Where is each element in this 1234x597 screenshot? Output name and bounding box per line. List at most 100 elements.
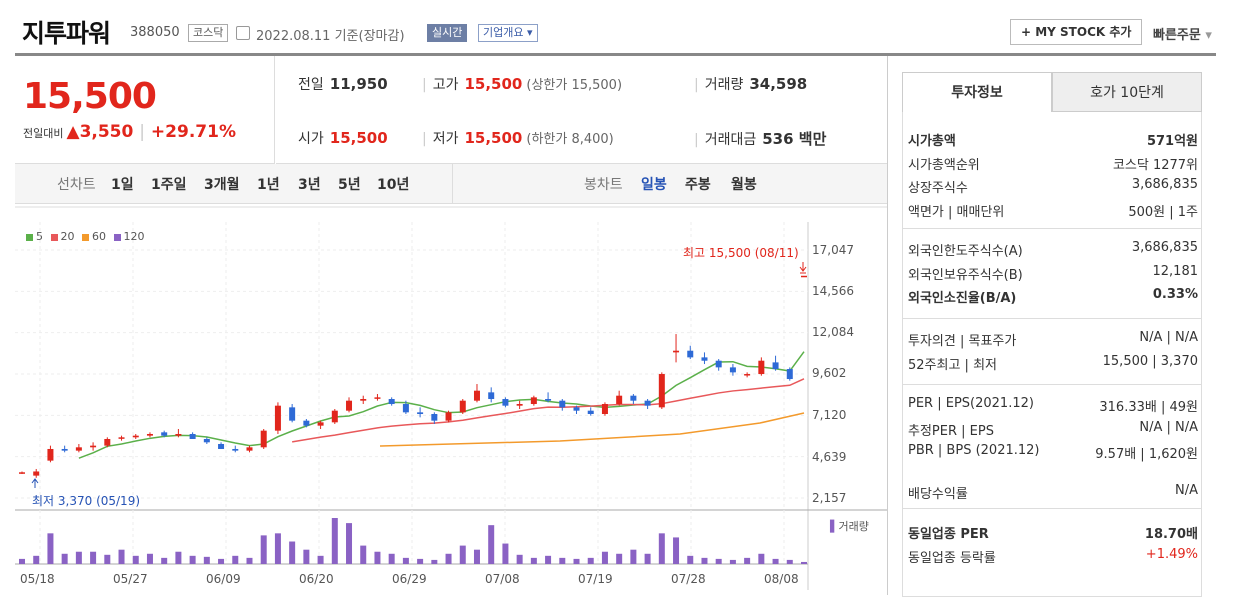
- candle-body: [473, 390, 480, 401]
- candle-body: [729, 367, 736, 373]
- overview-dropdown[interactable]: 기업개요 ▾: [478, 24, 538, 42]
- volume-bar: [445, 553, 452, 564]
- volume-bar: [146, 553, 153, 564]
- period-1y[interactable]: 1년: [257, 177, 280, 193]
- volume-bar: [303, 549, 310, 564]
- volume-bar: [274, 533, 281, 564]
- volume-bar: [587, 557, 594, 564]
- candle-body: [90, 445, 97, 448]
- y-tick: 7,120: [812, 408, 847, 422]
- chevron-down-icon: ▾: [1200, 28, 1212, 43]
- volume-bar: [175, 551, 182, 564]
- candle-body: [388, 399, 395, 405]
- volume-bar: [132, 555, 139, 564]
- invest-key: PBR | BPS (2021.12): [908, 443, 1040, 458]
- volume-bar: [90, 551, 97, 564]
- quote-open: 시가 15,500: [298, 129, 388, 147]
- invest-key: 외국인보유주식수(B): [908, 267, 1023, 283]
- realtime-button[interactable]: 실시간: [427, 24, 468, 42]
- period-5y[interactable]: 5년: [338, 177, 361, 193]
- candle-monthly[interactable]: 월봉: [731, 177, 757, 193]
- invest-value: N/A: [1175, 482, 1198, 498]
- candle-body: [246, 447, 253, 451]
- stock-code: 388050: [130, 25, 180, 40]
- volume-label: ▌거래량: [830, 520, 869, 533]
- volume-bar: [644, 553, 651, 564]
- volume-bar: [616, 553, 623, 564]
- volume-bar: [758, 553, 765, 564]
- legend-swatch: [26, 233, 33, 241]
- legend-label: 120: [123, 230, 145, 243]
- period-divider: [452, 164, 453, 204]
- my-stock-button[interactable]: + MY STOCK 추가: [1010, 19, 1143, 45]
- volume-bar: [630, 549, 637, 564]
- candle-body: [630, 395, 637, 401]
- y-tick: 14,566: [812, 284, 854, 298]
- candle-body: [431, 414, 438, 421]
- candle-body: [459, 400, 466, 413]
- candle-body: [516, 404, 523, 406]
- candle-weekly[interactable]: 주봉: [685, 177, 711, 193]
- quote-volume: | 거래량 34,598: [694, 75, 808, 93]
- invest-key: 동일업종 등락률: [908, 550, 996, 566]
- ma-5-line: [78, 351, 805, 459]
- candle-body: [19, 472, 25, 474]
- volume-bar: [658, 533, 665, 564]
- y-tick: 4,639: [812, 450, 847, 464]
- volume-bar: [473, 549, 480, 564]
- quick-order-dropdown[interactable]: 빠른주문 ▾: [1153, 28, 1212, 43]
- compare-label: 전일대비: [23, 127, 64, 140]
- volume-bar: [360, 545, 367, 564]
- candle-body: [274, 405, 281, 431]
- invest-row: 투자의견 | 목표주가 N/A | N/A: [908, 327, 1198, 349]
- candle-body: [402, 404, 409, 413]
- period-3y[interactable]: 3년: [298, 177, 321, 193]
- quote-prev: 전일 11,950: [298, 75, 388, 93]
- invest-value: 571억원: [1146, 134, 1198, 149]
- candle-body: [687, 350, 694, 358]
- invest-row: PBR | BPS (2021.12) 9.57배 | 1,620원: [908, 440, 1198, 462]
- candle-body: [502, 399, 509, 406]
- volume-bar: [317, 555, 324, 564]
- volume-bar: [545, 555, 552, 564]
- invest-value: 0.33%: [1152, 287, 1198, 302]
- high-marker-icon: [799, 262, 807, 274]
- invest-key: 외국인소진율(B/A): [908, 291, 1017, 306]
- price-change: 전일대비 ▲3,550 | +29.71%: [23, 122, 236, 142]
- period-1w[interactable]: 1주일: [151, 177, 187, 193]
- invest-row: 외국인보유주식수(B) 12,181: [908, 261, 1198, 283]
- invest-key: 시가총액: [908, 134, 956, 149]
- candle-body: [601, 404, 608, 415]
- invest-key: 외국인한도주식수(A): [908, 244, 1023, 259]
- period-1d[interactable]: 1일: [111, 177, 134, 193]
- candle-body: [744, 374, 751, 376]
- tab-invest-info[interactable]: 투자정보: [902, 72, 1052, 112]
- volume-bar: [104, 554, 111, 564]
- invest-key: 시가총액순위: [908, 157, 980, 173]
- period-10y[interactable]: 10년: [377, 177, 410, 193]
- x-tick: 06/29: [392, 572, 427, 586]
- current-price: 15,500: [23, 76, 157, 117]
- candle-body: [573, 407, 580, 411]
- invest-row: 외국인소진율(B/A) 0.33%: [908, 284, 1198, 306]
- x-tick: 05/27: [113, 572, 148, 586]
- volume-bar: [246, 557, 253, 564]
- volume-bar: [687, 555, 694, 564]
- invest-value: 9.57배 | 1,620원: [1095, 447, 1198, 462]
- candle-body: [587, 410, 594, 415]
- candle-daily[interactable]: 일봉: [641, 177, 667, 193]
- legend-label: 60: [92, 230, 106, 243]
- period-3m[interactable]: 3개월: [204, 177, 240, 193]
- candle-body: [786, 369, 793, 380]
- volume-bar: [75, 551, 82, 564]
- volume-bar: [289, 541, 296, 564]
- stock-header: 지투파워 388050 코스닥 2022.08.11 기준(장마감) 실시간 기…: [0, 0, 1234, 58]
- quote-low: | 저가 15,500 (하한가 8,400): [422, 129, 614, 147]
- invest-row: 배당수익률 N/A: [908, 480, 1198, 502]
- candle-body: [346, 400, 353, 411]
- x-tick: 05/18: [20, 572, 55, 586]
- tab-orderbook[interactable]: 호가 10단계: [1052, 72, 1202, 112]
- chevron-down-icon: ▾: [526, 26, 533, 39]
- invest-row: 상장주식수 3,686,835: [908, 174, 1198, 196]
- volume-bar: [786, 559, 793, 564]
